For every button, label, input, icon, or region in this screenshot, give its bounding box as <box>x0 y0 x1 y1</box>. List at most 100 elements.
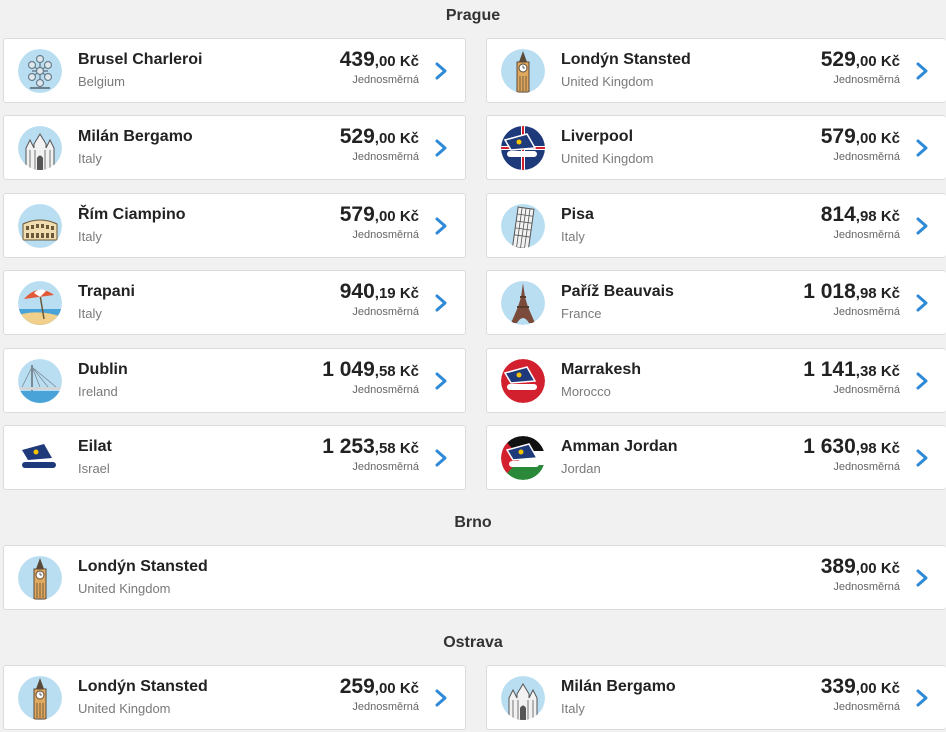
fare-price-decimals: ,98 Kč <box>855 208 900 225</box>
chevron-right-icon[interactable] <box>912 138 932 158</box>
big-ben-icon <box>501 49 545 93</box>
destination-city: Liverpool <box>561 128 634 145</box>
fare-price-main: 579 <box>820 125 856 148</box>
chevron-right-icon[interactable] <box>912 61 932 81</box>
fare-price-main: 1 630 <box>803 435 856 458</box>
destination-city: Amman Jordan <box>561 438 678 455</box>
chevron-right-icon[interactable] <box>431 448 451 468</box>
destination-city: Eilat <box>78 438 112 455</box>
route-card[interactable]: Brusel Charleroi Belgium 439,00 Kč Jednosmě… <box>3 38 466 103</box>
route-card[interactable]: Eilat Israel 1 253,58 Kč Jednosměrná <box>3 425 466 490</box>
destination-city: Londýn Stansted <box>78 558 208 575</box>
chevron-right-icon[interactable] <box>431 61 451 81</box>
chevron-right-icon[interactable] <box>912 448 932 468</box>
route-card[interactable]: Milán Bergamo Italy 529,00 Kč Jednosměrná <box>3 115 466 180</box>
fare-price: 1 253,58 Kč <box>322 435 419 459</box>
fare-price-main: 529 <box>339 125 375 148</box>
fare-price-decimals: ,00 Kč <box>855 560 900 577</box>
destination-country: Italy <box>78 306 102 321</box>
fare-price-decimals: ,00 Kč <box>855 53 900 70</box>
route-card[interactable]: Londýn Stansted United Kingdom 259,00 Kč Je… <box>3 665 466 730</box>
route-card[interactable]: Liverpool United Kingdom 579,00 Kč Jednosmě… <box>486 115 946 180</box>
fare-price: 339,00 Kč <box>821 675 900 699</box>
fare-price-decimals: ,38 Kč <box>855 363 900 380</box>
route-card[interactable]: Paříž Beauvais France 1 018,98 Kč Jednosměr… <box>486 270 946 335</box>
fare-price: 439,00 Kč <box>340 48 419 72</box>
eiffel-tower-icon <box>501 281 545 325</box>
trip-type-label: Jednosměrná <box>352 229 419 241</box>
fare-price: 529,00 Kč <box>821 48 900 72</box>
chevron-right-icon[interactable] <box>912 371 932 391</box>
chevron-right-icon[interactable] <box>912 293 932 313</box>
fare-price-main: 529 <box>820 48 856 71</box>
chevron-right-icon[interactable] <box>912 568 932 588</box>
fare-price-decimals: ,98 Kč <box>855 440 900 457</box>
fare-price: 389,00 Kč <box>821 555 900 579</box>
fare-price: 1 141,38 Kč <box>803 358 900 382</box>
fare-price-main: 579 <box>339 203 375 226</box>
fare-price-decimals: ,00 Kč <box>374 130 419 147</box>
fare-price: 259,00 Kč <box>340 675 419 699</box>
destination-city: Milán Bergamo <box>78 128 193 145</box>
route-card[interactable]: Londýn Stansted United Kingdom 529,00 Kč Je… <box>486 38 946 103</box>
fare-price-decimals: ,98 Kč <box>855 285 900 302</box>
destination-city: Milán Bergamo <box>561 678 676 695</box>
route-card[interactable]: Marrakesh Morocco 1 141,38 Kč Jednosměrná <box>486 348 946 413</box>
fare-price-decimals: ,19 Kč <box>374 285 419 302</box>
fare-price: 1 630,98 Kč <box>803 435 900 459</box>
chevron-right-icon[interactable] <box>431 688 451 708</box>
trip-type-label: Jednosměrná <box>833 701 900 713</box>
trip-type-label: Jednosměrná <box>833 581 900 593</box>
destination-country: Jordan <box>561 461 601 476</box>
fare-price-decimals: ,58 Kč <box>374 440 419 457</box>
route-card[interactable]: Pisa Italy 814,98 Kč Jednosměrná <box>486 193 946 258</box>
plane-tail-white-icon <box>18 436 62 480</box>
trip-type-label: Jednosměrná <box>833 151 900 163</box>
chevron-right-icon[interactable] <box>912 688 932 708</box>
fare-price-main: 1 018 <box>803 280 856 303</box>
beach-umbrella-icon <box>18 281 62 325</box>
destination-country: Israel <box>78 461 110 476</box>
route-card[interactable]: Londýn Stansted United Kingdom 389,00 Kč Je… <box>3 545 946 610</box>
trip-type-label: Jednosměrná <box>352 384 419 396</box>
trip-type-label: Jednosměrná <box>833 229 900 241</box>
fare-price: 579,00 Kč <box>340 203 419 227</box>
chevron-right-icon[interactable] <box>431 371 451 391</box>
destination-country: United Kingdom <box>561 151 654 166</box>
destination-city: Dublin <box>78 361 128 378</box>
fare-price-decimals: ,00 Kč <box>374 53 419 70</box>
route-card[interactable]: Trapani Italy 940,19 Kč Jednosměrná <box>3 270 466 335</box>
destination-country: Morocco <box>561 384 611 399</box>
trip-type-label: Jednosměrná <box>352 306 419 318</box>
route-card[interactable]: Dublin Ireland 1 049,58 Kč Jednosměrná <box>3 348 466 413</box>
chevron-right-icon[interactable] <box>431 138 451 158</box>
chevron-right-icon[interactable] <box>912 216 932 236</box>
section-title: Prague <box>445 7 501 24</box>
destination-city: Londýn Stansted <box>561 51 691 68</box>
destination-city: Londýn Stansted <box>78 678 208 695</box>
plane-tail-jordan-flag-icon <box>501 436 545 480</box>
trip-type-label: Jednosměrná <box>833 384 900 396</box>
route-card[interactable]: Amman Jordan Jordan 1 630,98 Kč Jednosměrná <box>486 425 946 490</box>
chevron-right-icon[interactable] <box>431 293 451 313</box>
destination-city: Pisa <box>561 206 594 223</box>
destination-country: United Kingdom <box>561 74 654 89</box>
fare-price-main: 1 253 <box>322 435 375 458</box>
trip-type-label: Jednosměrná <box>833 306 900 318</box>
colosseum-icon <box>18 204 62 248</box>
fare-price-decimals: ,00 Kč <box>855 680 900 697</box>
fare-price-decimals: ,00 Kč <box>374 680 419 697</box>
chevron-right-icon[interactable] <box>431 216 451 236</box>
big-ben-icon <box>18 556 62 600</box>
destination-city: Marrakesh <box>561 361 642 378</box>
leaning-tower-icon <box>501 204 545 248</box>
fare-price-main: 259 <box>339 675 375 698</box>
fare-price: 1 049,58 Kč <box>322 358 419 382</box>
fare-price-main: 389 <box>820 555 856 578</box>
fare-price-main: 339 <box>820 675 856 698</box>
route-card[interactable]: Milán Bergamo Italy 339,00 Kč Jednosměrná <box>486 665 946 730</box>
trip-type-label: Jednosměrná <box>352 461 419 473</box>
milan-cathedral-icon <box>501 676 545 720</box>
big-ben-icon <box>18 676 62 720</box>
route-card[interactable]: Řím Ciampino Italy 579,00 Kč Jednosměrná <box>3 193 466 258</box>
